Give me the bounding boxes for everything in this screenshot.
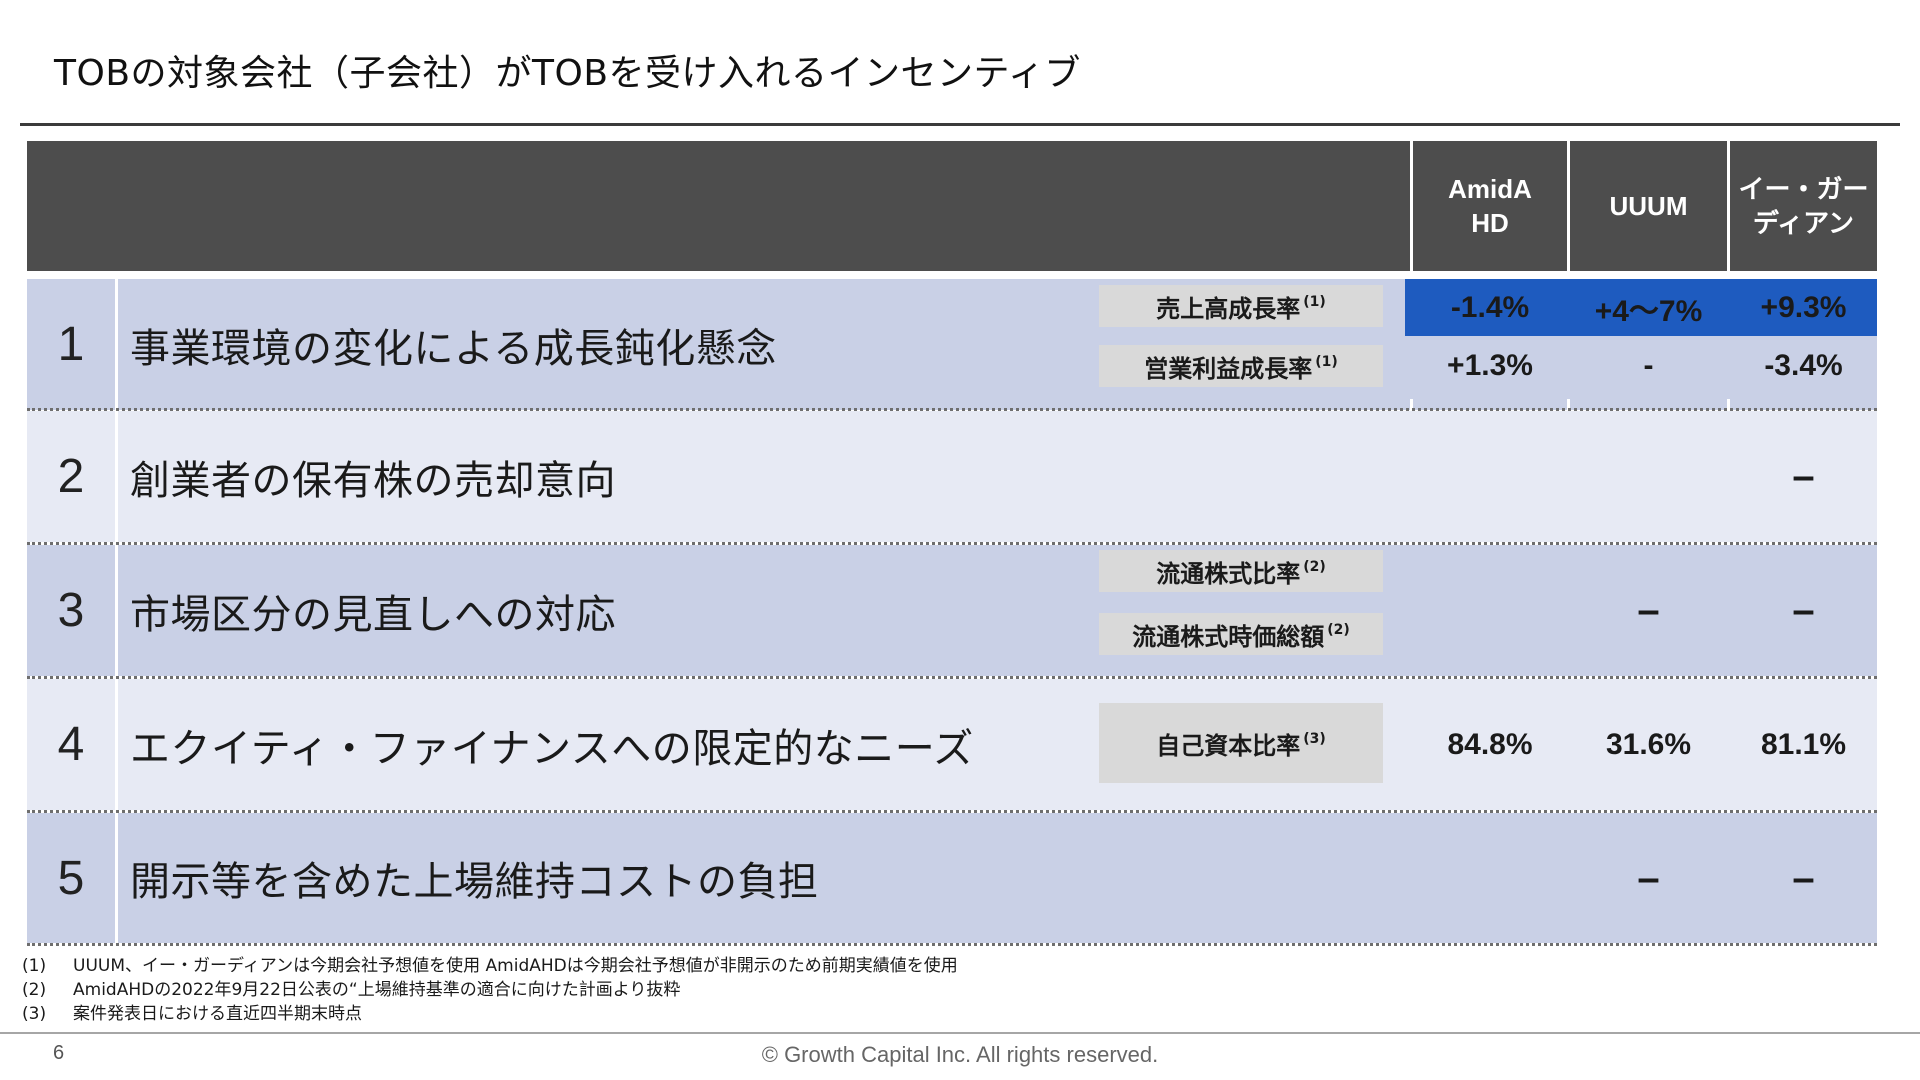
value-eguardian-sales-growth: +9.3% [1760, 290, 1847, 324]
value-amida-op-growth: +1.3% [1447, 349, 1533, 382]
footnote-text: 案件発表日における直近四半期末時点 [73, 1004, 362, 1024]
table-row-2: 2 創業者の保有株の売却意向 – [27, 411, 1877, 542]
column-divider [115, 679, 118, 810]
metric-label-text: 流通株式比率 [1156, 559, 1301, 588]
metric-label-float-market-cap: 流通株式時価総額 (2) [1099, 613, 1383, 655]
title-underline [20, 123, 1900, 126]
value-amida-equity-ratio: 84.8% [1447, 727, 1533, 761]
slide-title: TOBの対象会社（子会社）がTOBを受け入れるインセンティブ [54, 53, 1081, 94]
metric-label-text: 売上高成長率 [1156, 294, 1301, 323]
row-number: 1 [57, 318, 85, 371]
metric-label-text: 自己資本比率 [1156, 731, 1301, 760]
value-uuum-op-growth: - [1643, 349, 1654, 382]
table-row-3: 3 市場区分の見直しへの対応 流通株式比率 (2) 流通株式時価総額 (2) – – [27, 545, 1877, 676]
row-separator [27, 676, 1877, 679]
footnote-ref: (2) [1327, 622, 1350, 638]
dash-mark: – [1637, 855, 1660, 900]
footnote-2: (2) AmidAHDの2022年9月22日公表の“上場維持基準の適合に向けた計… [22, 978, 958, 1002]
footnote-ref: (3) [1303, 731, 1326, 747]
footnote-mark: (1) [22, 956, 47, 976]
dash-eguardian: – [1730, 411, 1877, 542]
dash-uuum: – [1570, 813, 1727, 943]
footnote-ref: (2) [1303, 559, 1326, 575]
row-number: 5 [57, 851, 85, 905]
value-amida-sales-growth: -1.4% [1450, 290, 1530, 324]
column-divider [115, 545, 118, 676]
footnote-mark: (3) [22, 1004, 47, 1024]
table-row-4: 4 エクイティ・ファイナンスへの限定的なニーズ 自己資本比率 (3) 84.8% … [27, 679, 1877, 810]
footnote-ref: (1) [1303, 294, 1326, 310]
value-eguardian-op-growth: -3.4% [1764, 349, 1843, 382]
row-number: 2 [57, 450, 85, 503]
footer-rule [0, 1032, 1920, 1034]
dash-eguardian: – [1730, 813, 1877, 943]
footnote-text: AmidAHDの2022年9月22日公表の“上場維持基準の適合に向けた計画より抜… [73, 980, 681, 1000]
row-number: 3 [57, 584, 85, 637]
footnote-mark: (2) [22, 980, 47, 1000]
dash-uuum: – [1570, 545, 1727, 676]
dash-mark: – [1637, 588, 1660, 632]
metric-label-sales-growth: 売上高成長率 (1) [1099, 285, 1383, 327]
highlight-band [1405, 279, 1877, 336]
metric-label-text: 営業利益成長率 [1144, 354, 1313, 383]
incentive-table: AmidA HD UUUM イー・ガー ディアン 1 事業環境の変化による成長鈍… [27, 141, 1877, 946]
row-description: エクイティ・ファイナンスへの限定的なニーズ [130, 725, 974, 772]
value-uuum-sales-growth: +4～7% [1594, 294, 1703, 328]
row-description: 事業環境の変化による成長鈍化懸念 [130, 325, 777, 372]
row-number: 4 [57, 718, 85, 771]
column-divider [115, 279, 118, 410]
metric-label-op-profit-growth: 営業利益成長率 (1) [1099, 345, 1383, 387]
footnote-text: UUUM、イー・ガーディアンは今期会社予想値を使用 AmidAHDは今期会社予想… [73, 956, 958, 976]
table-row-5: 5 開示等を含めた上場維持コストの負担 – – [27, 813, 1877, 943]
page-number: 6 [53, 1042, 65, 1064]
dash-mark: – [1792, 454, 1815, 498]
row-separator [27, 943, 1877, 946]
header-amida-hd: AmidA HD [1413, 141, 1567, 271]
dash-mark: – [1792, 588, 1815, 632]
metric-label-float-ratio: 流通株式比率 (2) [1099, 550, 1383, 592]
footnote-1: (1) UUUM、イー・ガーディアンは今期会社予想値を使用 AmidAHDは今期… [22, 954, 958, 978]
value-uuum-equity-ratio: 31.6% [1605, 727, 1692, 761]
row-separator [27, 542, 1877, 545]
footnotes: (1) UUUM、イー・ガーディアンは今期会社予想値を使用 AmidAHDは今期… [22, 954, 958, 1026]
copyright-notice: © Growth Capital Inc. All rights reserve… [761, 1042, 1159, 1067]
row-description: 市場区分の見直しへの対応 [130, 591, 616, 638]
column-divider [115, 411, 118, 542]
header-e-guardian: イー・ガー ディアン [1730, 141, 1877, 271]
row-description: 開示等を含めた上場維持コストの負担 [130, 859, 819, 905]
row-separator [27, 408, 1877, 411]
value-eguardian-equity-ratio: 81.1% [1760, 727, 1847, 761]
metric-label-text: 流通株式時価総額 [1132, 622, 1325, 651]
footnote-3: (3) 案件発表日における直近四半期末時点 [22, 1002, 958, 1026]
row-description: 創業者の保有株の売却意向 [130, 457, 616, 504]
header-uuum: UUUM [1570, 141, 1727, 271]
row-separator [27, 810, 1877, 813]
dash-mark: – [1792, 855, 1815, 900]
table-row-1: 1 事業環境の変化による成長鈍化懸念 売上高成長率 (1) 営業利益成長率 (1) … [27, 279, 1877, 410]
metric-label-equity-ratio: 自己資本比率 (3) [1099, 703, 1383, 783]
footnote-ref: (1) [1315, 354, 1338, 370]
dash-eguardian: – [1730, 545, 1877, 676]
header-blank-cell [27, 141, 1410, 271]
column-divider [115, 813, 118, 943]
